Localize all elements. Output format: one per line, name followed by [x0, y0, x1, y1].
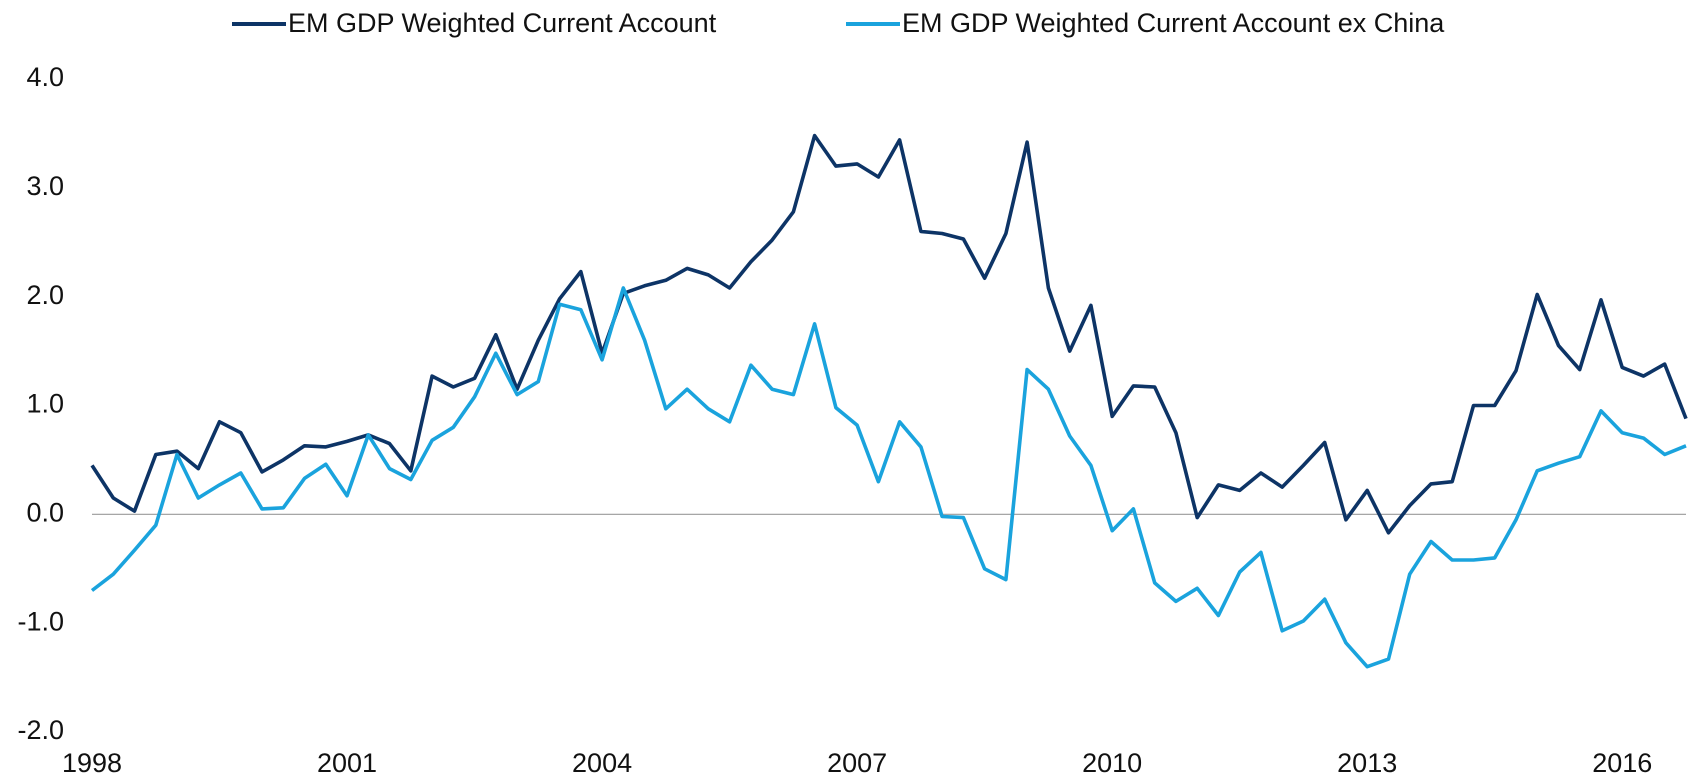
y-tick-label: 0.0	[26, 497, 64, 527]
x-tick-label: 2010	[1082, 748, 1142, 778]
series-line	[90, 286, 1687, 669]
legend-label: EM GDP Weighted Current Account ex China	[902, 8, 1445, 38]
y-tick-label: -2.0	[17, 715, 64, 745]
y-tick-label: -1.0	[17, 606, 64, 636]
y-tick-label: 4.0	[26, 62, 64, 92]
x-tick-label: 2016	[1592, 748, 1652, 778]
y-tick-label: 2.0	[26, 280, 64, 310]
x-tick-label: 2004	[572, 748, 632, 778]
x-tick-label: 2001	[317, 748, 377, 778]
y-tick-label: 1.0	[26, 389, 64, 419]
series-line	[90, 133, 1688, 535]
y-tick-label: 3.0	[26, 171, 64, 201]
x-tick-label: 1998	[62, 748, 122, 778]
x-tick-label: 2007	[827, 748, 887, 778]
x-tick-label: 2013	[1337, 748, 1397, 778]
legend-label: EM GDP Weighted Current Account	[288, 8, 717, 38]
